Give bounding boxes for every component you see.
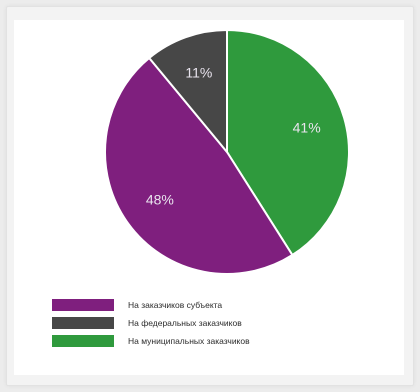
legend-label: На федеральных заказчиков bbox=[128, 318, 242, 328]
legend-item: На заказчиков субъекта bbox=[52, 296, 392, 314]
pie-labels: 41% 48% 11% bbox=[146, 65, 321, 208]
legend-swatch bbox=[52, 299, 114, 311]
pie-slice bbox=[104, 56, 294, 275]
legend-swatch bbox=[52, 335, 114, 347]
pie-slice-label: 11% bbox=[185, 65, 212, 81]
legend-label: На муниципальных заказчиков bbox=[128, 336, 250, 346]
legend-label: На заказчиков субъекта bbox=[128, 300, 223, 310]
legend-item: На муниципальных заказчиков bbox=[52, 332, 392, 350]
pie-slice bbox=[147, 28, 228, 155]
legend-swatch bbox=[52, 317, 114, 329]
pie-slices bbox=[104, 28, 350, 275]
legend-item: На федеральных заказчиков bbox=[52, 314, 392, 332]
pie-slice-label: 41% bbox=[293, 120, 321, 136]
chart-legend: На заказчиков субъекта На федеральных за… bbox=[52, 296, 392, 350]
pie-slice-label: 48% bbox=[146, 191, 174, 207]
